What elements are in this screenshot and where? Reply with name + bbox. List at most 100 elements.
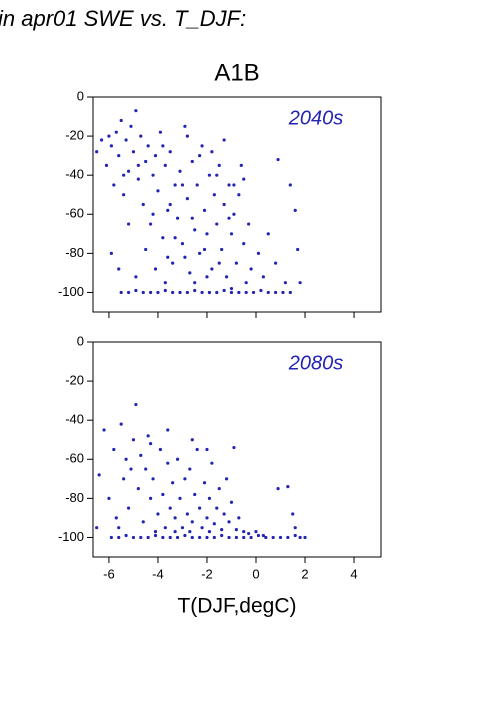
y-tick-label: -80 (65, 245, 84, 260)
point (146, 535, 150, 540)
point (217, 261, 221, 265)
point (131, 150, 136, 154)
point (242, 535, 246, 540)
point (222, 138, 226, 142)
point (163, 281, 167, 285)
point (136, 177, 140, 181)
point (139, 134, 143, 138)
point (207, 529, 212, 534)
point (202, 208, 207, 212)
point (198, 154, 202, 158)
point (185, 197, 189, 201)
point (117, 535, 121, 540)
y-tick-label: -60 (65, 206, 84, 221)
y-tick-label: -20 (65, 373, 84, 388)
point (288, 290, 292, 295)
point (264, 535, 268, 540)
point (220, 528, 224, 532)
point (188, 271, 192, 275)
point (229, 232, 234, 236)
point (205, 535, 209, 540)
point (124, 533, 128, 538)
point (173, 236, 177, 240)
point (183, 477, 187, 481)
point (117, 154, 121, 158)
point (212, 193, 216, 197)
point (286, 485, 290, 489)
point (190, 159, 194, 164)
point (117, 526, 121, 530)
point (139, 453, 143, 457)
point (266, 232, 270, 236)
point (114, 130, 118, 134)
plot-frame (92, 341, 382, 558)
point (234, 535, 238, 540)
point (178, 290, 182, 295)
point (234, 261, 238, 265)
panel-label: 2080s (288, 352, 344, 374)
point (271, 535, 275, 540)
point (161, 535, 165, 540)
point (158, 447, 163, 452)
point (134, 109, 138, 113)
x-tick-label: -4 (152, 566, 164, 581)
point (129, 467, 133, 471)
point (163, 163, 167, 168)
point (298, 535, 302, 540)
y-tick-label: -60 (65, 451, 84, 466)
point (190, 535, 194, 540)
point (205, 447, 209, 452)
point (178, 496, 182, 500)
point (286, 535, 290, 540)
point (122, 477, 126, 481)
point (102, 428, 106, 432)
point (107, 134, 111, 138)
point (207, 173, 212, 177)
point (193, 228, 197, 232)
point (222, 202, 226, 207)
point (278, 535, 283, 540)
point (168, 202, 172, 207)
point (247, 531, 251, 536)
point (161, 144, 165, 148)
point (185, 134, 189, 138)
point (126, 290, 131, 295)
point (109, 535, 113, 540)
point (183, 124, 187, 128)
point (242, 529, 246, 534)
point (153, 533, 158, 538)
point (124, 457, 128, 461)
point (293, 526, 297, 530)
point (109, 144, 113, 148)
point (232, 183, 236, 187)
point (112, 447, 116, 452)
point (276, 157, 280, 162)
point (163, 526, 167, 530)
point (141, 520, 145, 524)
point (136, 486, 140, 491)
point (149, 290, 153, 295)
point (283, 281, 288, 285)
point (124, 138, 128, 142)
point (193, 288, 197, 293)
point (215, 222, 219, 226)
point (210, 267, 214, 271)
y-tick-label: -40 (65, 412, 84, 427)
point (126, 169, 131, 173)
point (229, 286, 234, 291)
page-title: in apr01 SWE vs. T_DJF: (0, 6, 246, 31)
point (227, 535, 231, 540)
point (166, 461, 170, 465)
point (195, 183, 199, 187)
point (144, 467, 148, 471)
point (139, 535, 143, 540)
subtitle: A1B (214, 59, 259, 86)
point (215, 290, 219, 295)
y-tick-label: -100 (58, 284, 84, 299)
point (95, 150, 99, 154)
point (168, 150, 172, 154)
point (134, 275, 138, 279)
point (266, 290, 270, 295)
point (237, 193, 241, 197)
point (99, 138, 104, 142)
